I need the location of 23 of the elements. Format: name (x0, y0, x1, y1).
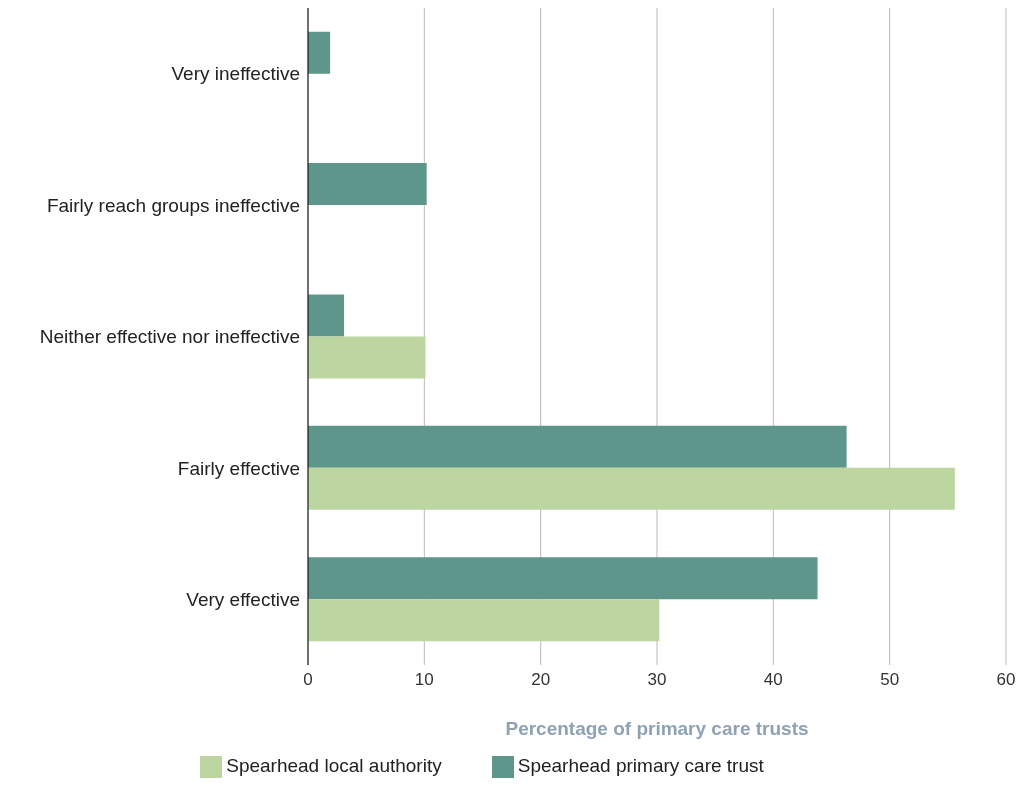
x-tick-label: 40 (763, 670, 783, 690)
legend-label: Spearhead primary care trust (517, 755, 764, 777)
y-tick-label: Fairly reach groups ineffective (46, 194, 300, 216)
x-tick-label: 10 (414, 670, 434, 690)
x-tick-label: 0 (303, 670, 313, 690)
bar (308, 557, 818, 600)
y-tick-label: Very effective (186, 589, 300, 611)
bar (308, 294, 345, 337)
x-tick-label: 60 (996, 670, 1016, 690)
bar (308, 467, 955, 510)
legend-label: Spearhead local authority (226, 755, 442, 777)
y-tick-label: Very ineffective (171, 63, 300, 85)
bar (308, 425, 847, 468)
bar (308, 31, 331, 74)
x-tick-label: 50 (880, 670, 900, 690)
x-axis-title: Percentage of primary care trusts (505, 718, 809, 740)
x-tick-label: 30 (647, 670, 667, 690)
x-tick-label: 20 (531, 670, 551, 690)
bar (308, 599, 660, 642)
y-tick-label: Neither effective nor ineffective (39, 326, 300, 348)
bar (308, 163, 427, 206)
y-tick-label: Fairly effective (177, 457, 300, 479)
bar (308, 336, 426, 379)
